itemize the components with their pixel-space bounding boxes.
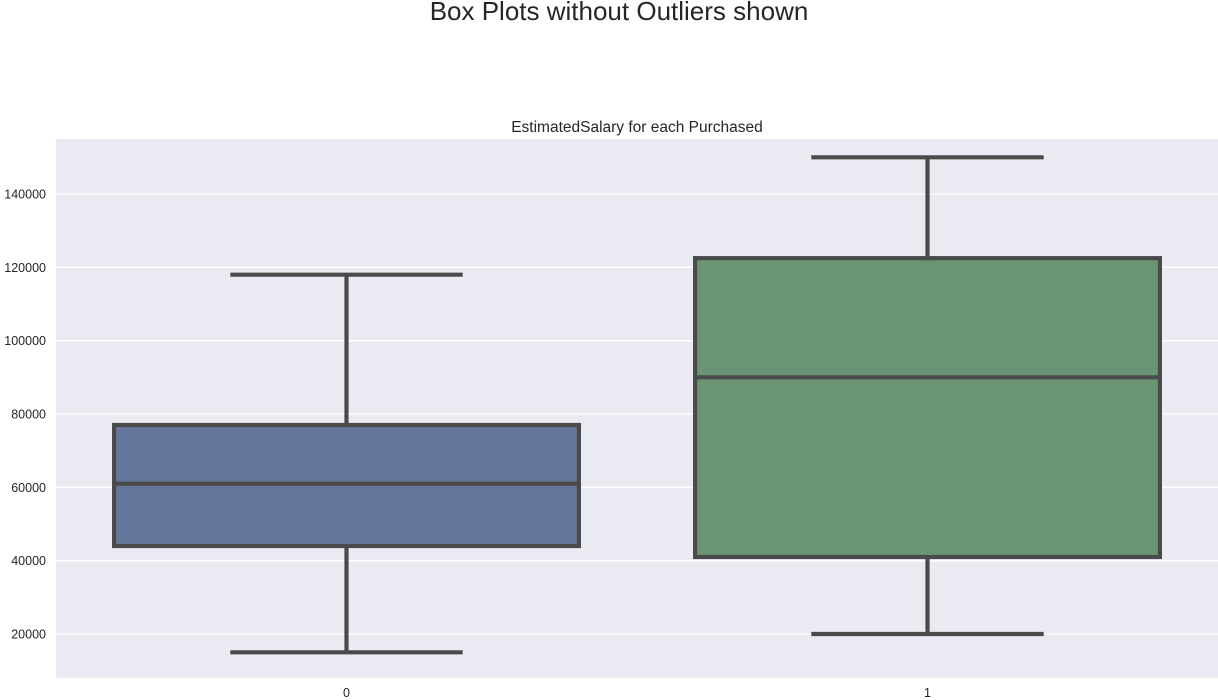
- y-tick-label: 20000: [11, 628, 46, 642]
- y-tick-label: 80000: [11, 408, 46, 422]
- y-tick-label: 120000: [4, 261, 46, 275]
- y-tick-label: 60000: [11, 481, 46, 495]
- y-tick-label: 40000: [11, 554, 46, 568]
- chart-suptitle: Box Plots without Outliers shown: [430, 0, 809, 26]
- chart-title: EstimatedSalary for each Purchased: [511, 119, 763, 136]
- y-tick-label: 100000: [4, 334, 46, 348]
- y-tick-label: 140000: [4, 188, 46, 202]
- box-0: [111, 272, 581, 655]
- boxes: [111, 155, 1162, 655]
- box-1: [692, 155, 1162, 637]
- y-axis-ticks: 20000 40000 60000 80000 100000 120000 140000: [4, 188, 46, 642]
- box-iqr: [692, 256, 1162, 560]
- x-tick-label: 0: [343, 686, 350, 700]
- x-tick-label: 1: [924, 686, 931, 700]
